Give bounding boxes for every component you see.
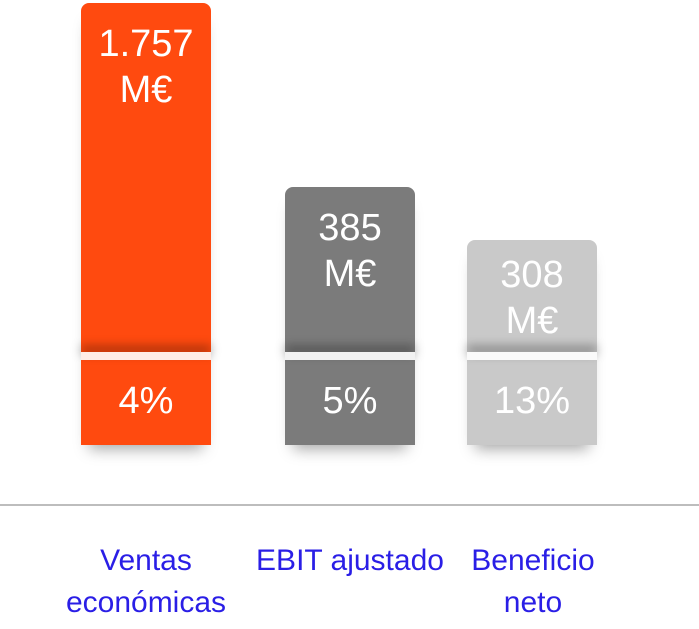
category-label: Ventas económicas bbox=[65, 544, 227, 619]
change-label: 5% bbox=[322, 380, 378, 422]
divider bbox=[0, 504, 699, 506]
value-label: 308 M€ bbox=[500, 254, 564, 342]
change-label: 4% bbox=[118, 380, 174, 422]
bar: 385 M€ 5% bbox=[285, 187, 415, 445]
category-label: EBIT ajustado bbox=[256, 544, 444, 577]
change-label: 13% bbox=[493, 380, 571, 422]
bar: 1.757 M€ 4% bbox=[81, 3, 211, 445]
category-label: Beneficio neto bbox=[471, 544, 595, 619]
bar-gap bbox=[285, 352, 415, 360]
value-label: 385 M€ bbox=[318, 207, 382, 295]
bar-gap bbox=[81, 352, 211, 360]
bar: 308 M€ 13% bbox=[467, 240, 597, 445]
bar-gap bbox=[467, 352, 597, 360]
value-label: 1.757 M€ bbox=[98, 23, 194, 111]
